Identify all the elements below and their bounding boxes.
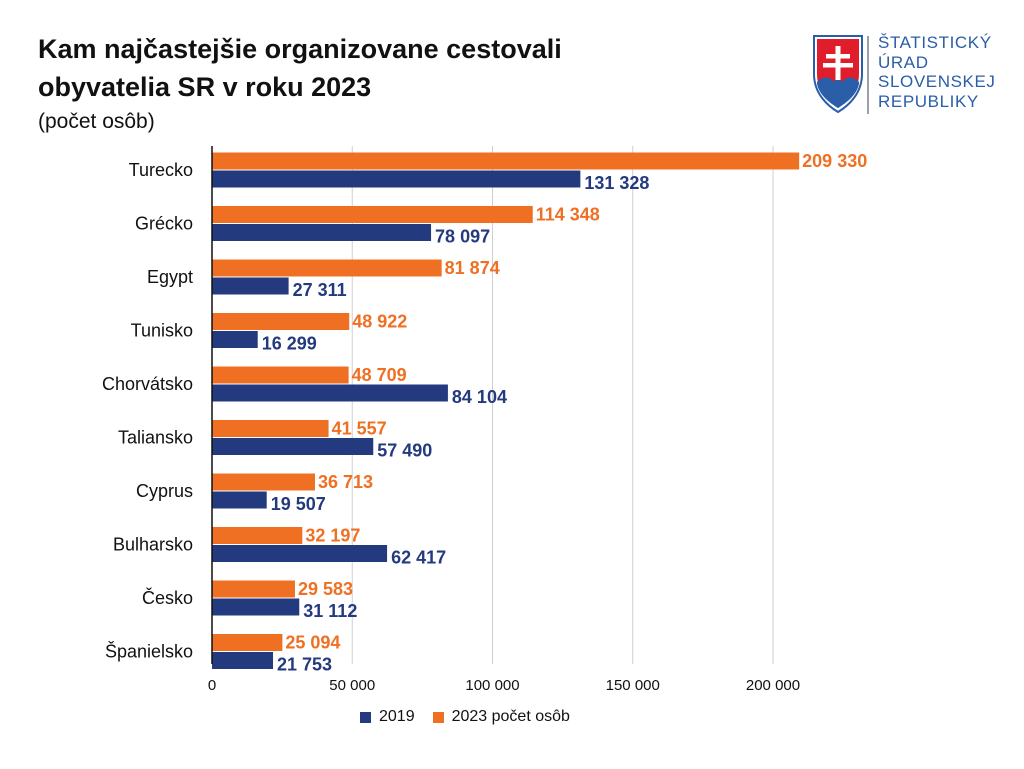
data-label-2019: 21 753 (277, 655, 332, 675)
bar-2019 (212, 598, 300, 616)
data-label-2019: 16 299 (262, 334, 317, 354)
bar-2023 (212, 580, 295, 598)
chart-subtitle: (počet osôb) (38, 110, 155, 133)
logo-text-line-4: REPUBLIKY (878, 91, 979, 111)
logo-text-line-3: SLOVENSKEJ (878, 72, 996, 91)
data-label-2019: 62 417 (391, 548, 446, 568)
bar-2019 (212, 652, 274, 669)
bar-2019 (212, 277, 289, 295)
category-label: Česko (142, 587, 193, 608)
legend-item-2019: 2019 (360, 708, 415, 726)
bar-2023 (212, 527, 303, 544)
bar-2019 (212, 224, 432, 241)
legend-label-2023: 2023 počet osôb (451, 708, 570, 725)
bar-2019 (212, 170, 581, 188)
data-label-2023: 48 922 (352, 312, 407, 332)
data-label-2019: 31 112 (303, 601, 357, 621)
x-tick-label: 100 000 (465, 677, 519, 694)
bar-2023 (212, 206, 533, 223)
logo-text-line-2: ÚRAD (878, 52, 929, 72)
bar-2019 (212, 491, 267, 509)
legend-label-2019: 2019 (379, 708, 415, 725)
category-label: Tunisko (131, 321, 193, 341)
data-label-2023: 81 874 (445, 258, 500, 278)
bar-2023 (212, 366, 349, 384)
data-label-2019: 19 507 (271, 494, 326, 514)
data-label-2023: 41 557 (332, 419, 387, 439)
logo-text-line-1: ŠTATISTICKÝ (878, 33, 992, 52)
data-label-2023: 48 709 (352, 365, 407, 385)
data-label-2023: 114 348 (536, 205, 600, 225)
x-tick-label: 0 (208, 677, 216, 694)
data-label-2019: 27 311 (293, 280, 347, 300)
category-label: Turecko (129, 160, 193, 180)
slovak-coat-of-arms-icon (813, 35, 863, 114)
category-label: Bulharsko (113, 535, 193, 555)
category-label: Cyprus (136, 481, 193, 501)
data-label-2023: 32 197 (305, 526, 360, 546)
category-label: Chorvátsko (102, 374, 193, 394)
bar-2023 (212, 152, 800, 170)
data-label-2023: 36 713 (318, 472, 373, 492)
logo-text: ŠTATISTICKÝ ÚRAD SLOVENSKEJ REPUBLIKY (878, 33, 996, 111)
data-label-2019: 84 104 (452, 387, 507, 407)
bar-2019 (212, 384, 448, 402)
category-label: Grécko (135, 214, 193, 234)
bar-2019 (212, 331, 258, 348)
chart-title-line-1: Kam najčastejšie organizovane cestovali (38, 34, 562, 64)
bar-2023 (212, 634, 283, 651)
data-label-2023: 29 583 (298, 579, 353, 599)
category-label: Španielsko (105, 641, 193, 662)
data-label-2019: 78 097 (435, 227, 490, 247)
category-label: Taliansko (118, 428, 193, 448)
data-label-2019: 57 490 (377, 441, 432, 461)
x-tick-label: 50 000 (329, 677, 375, 694)
category-label: Egypt (147, 267, 193, 287)
bar-2019 (212, 438, 374, 455)
legend-swatch-2019 (360, 711, 371, 723)
chart-legend: 2019 2023 počet osôb (360, 708, 588, 726)
data-label-2023: 209 330 (802, 151, 867, 171)
bar-2023 (212, 259, 442, 277)
bar-2023 (212, 313, 350, 330)
bar-2023 (212, 473, 315, 491)
x-tick-label: 150 000 (606, 677, 660, 694)
chart-title: Kam najčastejšie organizovane cestovali … (38, 30, 562, 106)
logo-divider (867, 36, 869, 114)
data-label-2019: 131 328 (584, 173, 649, 193)
data-label-2023: 25 094 (285, 633, 340, 653)
chart-title-line-2: obyvatelia SR v roku 2023 (38, 72, 372, 102)
legend-swatch-2023 (432, 711, 444, 723)
bar-2023 (212, 420, 329, 437)
bar-2019 (212, 545, 388, 562)
x-tick-label: 200 000 (746, 677, 800, 694)
legend-item-2023: 2023 počet osôb (432, 708, 570, 726)
